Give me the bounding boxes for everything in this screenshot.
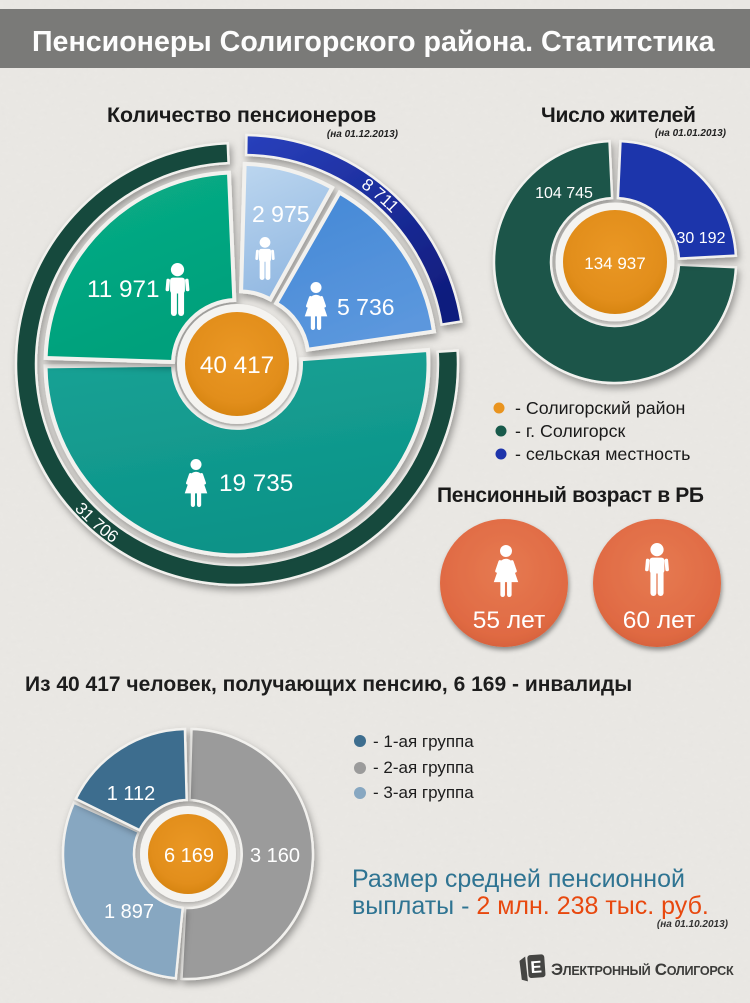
svg-text:Количество пенсионеров: Количество пенсионеров bbox=[107, 103, 376, 127]
svg-text:60 лет: 60 лет bbox=[623, 607, 695, 634]
svg-text:3 160: 3 160 bbox=[250, 845, 300, 867]
svg-text:11 971: 11 971 bbox=[87, 276, 160, 303]
svg-text:- 2-ая группа: - 2-ая группа bbox=[373, 758, 474, 777]
svg-text:выплаты - 2 млн. 238 тыс. руб.: выплаты - 2 млн. 238 тыс. руб. bbox=[352, 892, 709, 920]
svg-text:1 897: 1 897 bbox=[104, 901, 154, 923]
svg-text:6 169: 6 169 bbox=[164, 845, 214, 867]
svg-text:1 112: 1 112 bbox=[107, 783, 156, 805]
svg-text:Число жителей: Число жителей bbox=[541, 104, 696, 127]
svg-text:104 745: 104 745 bbox=[535, 185, 593, 202]
svg-text:19 735: 19 735 bbox=[219, 470, 293, 497]
svg-text:(на 01.12.2013): (на 01.12.2013) bbox=[327, 129, 399, 140]
svg-text:(на 01.10.2013): (на 01.10.2013) bbox=[657, 919, 729, 930]
svg-text:55 лет: 55 лет bbox=[473, 607, 545, 634]
svg-text:Пенсионный возраст в РБ: Пенсионный возраст в РБ bbox=[437, 484, 704, 507]
svg-text:- Солигорский район: - Солигорский район bbox=[515, 398, 685, 418]
svg-text:40 417: 40 417 bbox=[200, 352, 274, 379]
svg-text:Пенсионеры Солигорского района: Пенсионеры Солигорского района. Статитст… bbox=[32, 26, 716, 58]
svg-text:ЭЛЕКТРОННЫЙ СОЛИГОРСК: ЭЛЕКТРОННЫЙ СОЛИГОРСК bbox=[551, 960, 734, 979]
svg-text:5 736: 5 736 bbox=[337, 294, 395, 320]
svg-text:- 1-ая группа: - 1-ая группа bbox=[373, 732, 474, 751]
svg-text:Из 40 417 человек, получающих: Из 40 417 человек, получающих пенсию, 6 … bbox=[25, 673, 632, 696]
svg-text:134 937: 134 937 bbox=[584, 254, 645, 273]
svg-text:Размер средней пенсионной: Размер средней пенсионной bbox=[352, 865, 685, 893]
svg-text:- сельская местность: - сельская местность bbox=[515, 444, 690, 464]
svg-text:- 3-ая группа: - 3-ая группа bbox=[373, 783, 474, 802]
svg-text:E: E bbox=[530, 957, 543, 977]
svg-text:2 975: 2 975 bbox=[252, 201, 310, 227]
svg-text:30 192: 30 192 bbox=[677, 230, 726, 247]
svg-text:(на 01.01.2013): (на 01.01.2013) bbox=[655, 128, 727, 139]
svg-text:- г. Солигорск: - г. Солигорск bbox=[515, 421, 625, 441]
